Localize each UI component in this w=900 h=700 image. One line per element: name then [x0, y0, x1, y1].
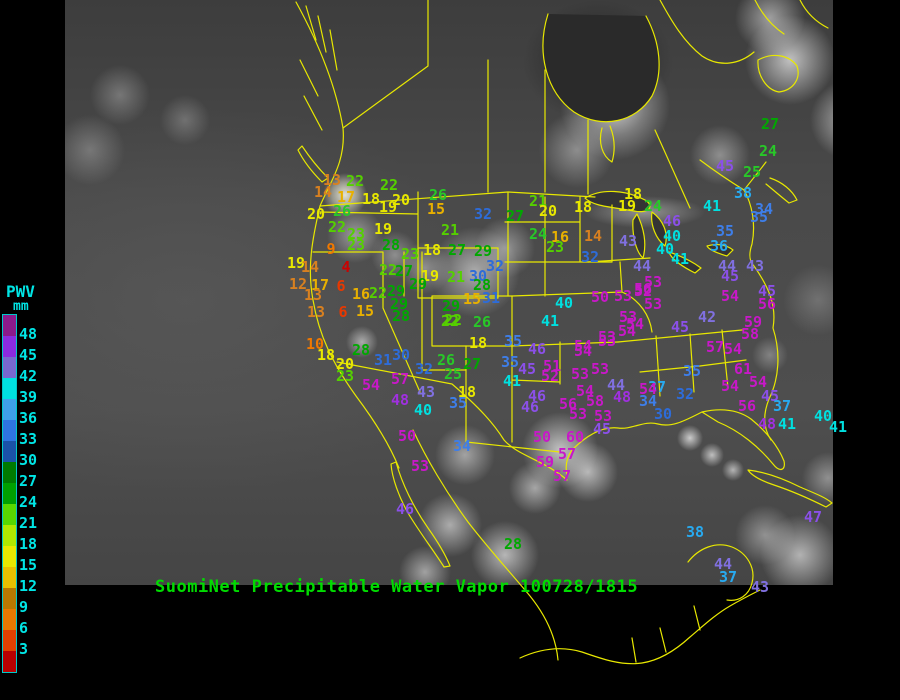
legend-label: 30 — [19, 451, 38, 469]
legend-label: 9 — [19, 598, 29, 616]
legend-bands — [2, 314, 17, 673]
legend-band — [3, 504, 16, 525]
legend-label: 24 — [19, 493, 38, 511]
legend-label: 3 — [19, 640, 29, 658]
legend-band — [3, 546, 16, 567]
legend-label: 21 — [19, 514, 38, 532]
product-caption: SuomiNet Precipitable Water Vapor 100728… — [155, 577, 639, 597]
legend-band — [3, 588, 16, 609]
legend-band — [3, 525, 16, 546]
legend-band — [3, 357, 16, 378]
legend-label: 39 — [19, 388, 38, 406]
legend-band — [3, 483, 16, 504]
legend-band — [3, 420, 16, 441]
legend-band — [3, 336, 16, 357]
legend-label: 48 — [19, 325, 38, 343]
legend-title: PWV — [6, 282, 35, 301]
legend-band — [3, 462, 16, 483]
legend-band — [3, 378, 16, 399]
legend-band — [3, 630, 16, 651]
legend-band — [3, 399, 16, 420]
legend-band — [3, 315, 16, 336]
legend-label: 6 — [19, 619, 29, 637]
legend-label: 33 — [19, 430, 38, 448]
legend-band — [3, 567, 16, 588]
legend-label: 42 — [19, 367, 38, 385]
legend-label: 12 — [19, 577, 38, 595]
legend-band — [3, 651, 16, 672]
legend-label: 18 — [19, 535, 38, 553]
pwv-legend: PWV mm 48 45 42 39 36 33 30 27 24 21 18 15 12 9 6 3 — [2, 282, 62, 673]
legend-label: 36 — [19, 409, 38, 427]
legend-label: 45 — [19, 346, 38, 364]
satellite-image — [65, 0, 833, 585]
legend-label: 27 — [19, 472, 38, 490]
legend-band — [3, 609, 16, 630]
legend-band — [3, 441, 16, 462]
legend-unit: mm — [13, 299, 29, 314]
legend-label: 15 — [19, 556, 38, 574]
